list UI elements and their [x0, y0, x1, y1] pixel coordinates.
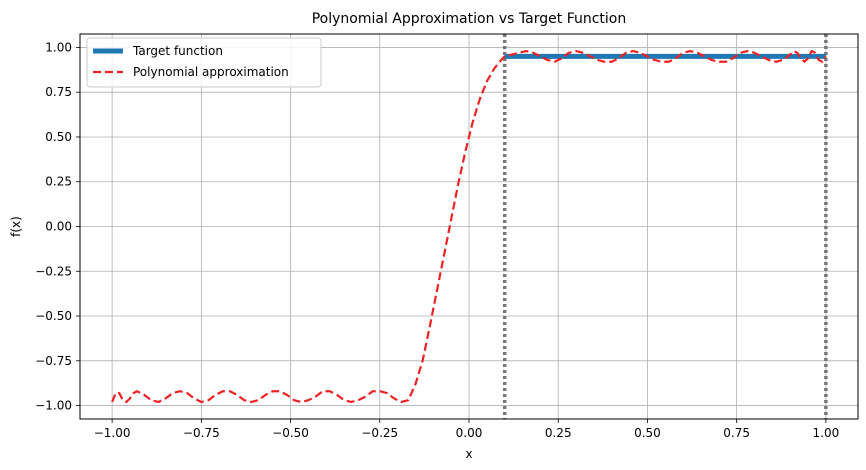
legend-label: Target function: [132, 44, 223, 58]
chart-title: Polynomial Approximation vs Target Funct…: [312, 11, 627, 27]
y-tick-label: 0.50: [45, 130, 72, 144]
y-tick-label: 0.00: [45, 220, 72, 234]
x-axis-label: x: [465, 447, 472, 461]
x-tick-label: −0.25: [361, 426, 398, 440]
x-tick-label: −0.50: [272, 426, 309, 440]
polynomial-approximation-line: [111, 49, 827, 404]
y-tick-label: −0.25: [35, 264, 72, 278]
x-tick-label: 0.25: [545, 426, 572, 440]
x-axis-ticks: −1.00 −0.75 −0.50 −0.25 0.00 0.25 0.50 0.75 1.00: [94, 419, 840, 440]
x-tick-label: 0.50: [634, 426, 661, 440]
x-tick-label: −0.75: [183, 426, 220, 440]
y-axis-ticks: −1.00 −0.75 −0.50 −0.25 0.00 0.25 0.50 0.75 1.00: [35, 40, 80, 413]
vertical-markers: [502, 34, 828, 419]
x-tick-label: −1.00: [94, 426, 131, 440]
y-tick-label: 1.00: [45, 40, 72, 54]
y-tick-label: 0.25: [45, 175, 72, 189]
y-tick-label: −0.50: [35, 309, 72, 323]
legend-label: Polynomial approximation: [133, 65, 289, 79]
y-tick-label: 0.75: [45, 85, 72, 99]
y-tick-label: −1.00: [35, 399, 72, 413]
y-tick-label: −0.75: [35, 354, 72, 368]
legend-box: [86, 37, 322, 88]
x-tick-label: 0.75: [723, 426, 750, 440]
legend: Target function Polynomial approximation: [86, 37, 322, 88]
grid: [80, 34, 858, 419]
x-tick-label: 0.00: [456, 426, 483, 440]
x-tick-label: 1.00: [813, 426, 840, 440]
series-layer: [111, 49, 827, 404]
y-axis-label: f(x): [9, 216, 23, 237]
